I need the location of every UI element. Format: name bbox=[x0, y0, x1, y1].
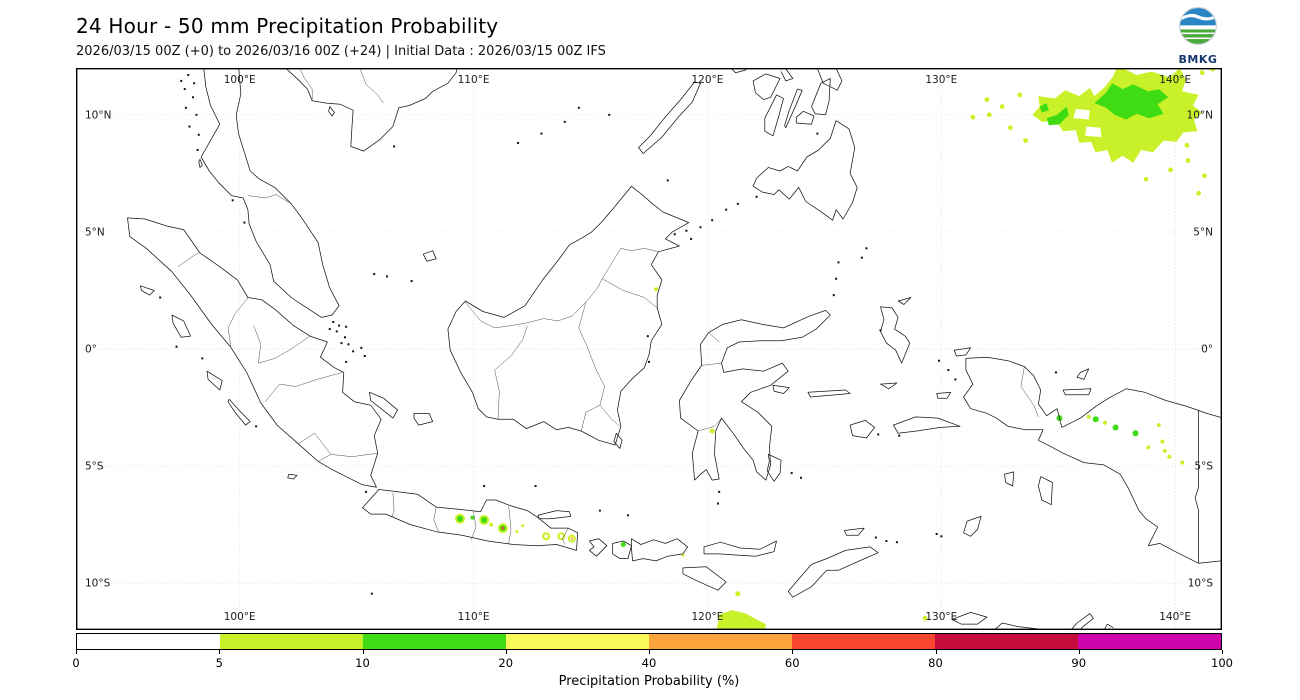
colorbar-tick-label: 10 bbox=[355, 656, 370, 670]
svg-text:0°: 0° bbox=[85, 344, 97, 356]
colorbar bbox=[76, 633, 1222, 650]
svg-text:10°S: 10°S bbox=[85, 578, 111, 590]
svg-text:100°E: 100°E bbox=[224, 611, 256, 623]
graticule bbox=[76, 68, 1222, 630]
svg-text:140°E: 140°E bbox=[1159, 611, 1191, 623]
bmkg-logo-text: BMKG bbox=[1178, 53, 1218, 66]
colorbar-tick bbox=[1222, 650, 1223, 654]
colorbar-segment-6 bbox=[935, 634, 1078, 649]
svg-text:5°S: 5°S bbox=[1194, 461, 1213, 473]
axis-labels: 100°E 100°E 110°E 110°E 120°E 120°E 130°E 130°E… bbox=[85, 74, 1213, 623]
colorbar-tick bbox=[362, 650, 364, 654]
svg-text:5°N: 5°N bbox=[1193, 226, 1213, 238]
colorbar-segment-2 bbox=[363, 634, 506, 649]
colorbar-segment-7 bbox=[1078, 634, 1221, 649]
admin-borders bbox=[177, 65, 1039, 545]
colorbar-tick bbox=[792, 650, 794, 654]
colorbar-segment-5 bbox=[792, 634, 935, 649]
svg-text:10°N: 10°N bbox=[85, 109, 111, 121]
bmkg-logo-icon bbox=[1179, 7, 1217, 45]
svg-text:10°N: 10°N bbox=[1187, 109, 1213, 121]
svg-text:130°E: 130°E bbox=[925, 74, 957, 86]
colorbar-tick-label: 5 bbox=[215, 656, 223, 670]
colorbar-segment-1 bbox=[220, 634, 363, 649]
small-islands bbox=[159, 74, 1057, 595]
colorbar-tick-label: 40 bbox=[641, 656, 657, 670]
colorbar-segment-0 bbox=[77, 634, 220, 649]
colorbar-tick bbox=[505, 650, 507, 654]
colorbar-segment-4 bbox=[649, 634, 792, 649]
coastlines bbox=[127, 65, 1232, 633]
colorbar-tick-label: 90 bbox=[1071, 656, 1087, 670]
colorbar-tick-label: 60 bbox=[784, 656, 800, 670]
colorbar-tick bbox=[935, 650, 937, 654]
colorbar-tick bbox=[649, 650, 650, 654]
indonesia-precipitation-map: 100°E 100°E 110°E 110°E 120°E 120°E 130°E 130°E… bbox=[75, 65, 1232, 633]
svg-text:120°E: 120°E bbox=[692, 74, 724, 86]
colorbar-tick-label: 0 bbox=[72, 656, 80, 670]
colorbar-tick-label: 80 bbox=[928, 656, 943, 670]
colorbar-wrap: 0 5 10 20 40 60 80 90 100 Precipitation Probabil… bbox=[72, 633, 1233, 695]
colorbar-tick-label: 100 bbox=[1211, 656, 1233, 670]
colorbar-segment-3 bbox=[506, 634, 649, 649]
svg-text:5°N: 5°N bbox=[85, 226, 105, 238]
precipitation-areas bbox=[455, 65, 1216, 633]
bmkg-logo: BMKG bbox=[1168, 6, 1228, 66]
page-subtitle: 2026/03/15 00Z (+0) to 2026/03/16 00Z (+… bbox=[76, 44, 606, 59]
colorbar-tick bbox=[76, 650, 77, 654]
svg-text:10°S: 10°S bbox=[1188, 578, 1214, 590]
svg-text:110°E: 110°E bbox=[458, 74, 490, 86]
map-panel: 100°E 100°E 110°E 110°E 120°E 120°E 130°E 130°E… bbox=[75, 65, 1232, 633]
page-title: 24 Hour - 50 mm Precipitation Probabilit… bbox=[76, 14, 499, 38]
svg-text:5°S: 5°S bbox=[85, 461, 104, 473]
svg-text:100°E: 100°E bbox=[224, 74, 256, 86]
colorbar-tick bbox=[219, 650, 221, 654]
svg-text:110°E: 110°E bbox=[458, 611, 490, 623]
svg-text:0°: 0° bbox=[1201, 344, 1213, 356]
colorbar-tick-label: 20 bbox=[498, 656, 514, 670]
svg-text:140°E: 140°E bbox=[1159, 74, 1191, 86]
svg-text:130°E: 130°E bbox=[925, 611, 957, 623]
svg-text:120°E: 120°E bbox=[692, 611, 724, 623]
colorbar-tick bbox=[1078, 650, 1080, 654]
colorbar-label: Precipitation Probability (%) bbox=[558, 674, 740, 689]
